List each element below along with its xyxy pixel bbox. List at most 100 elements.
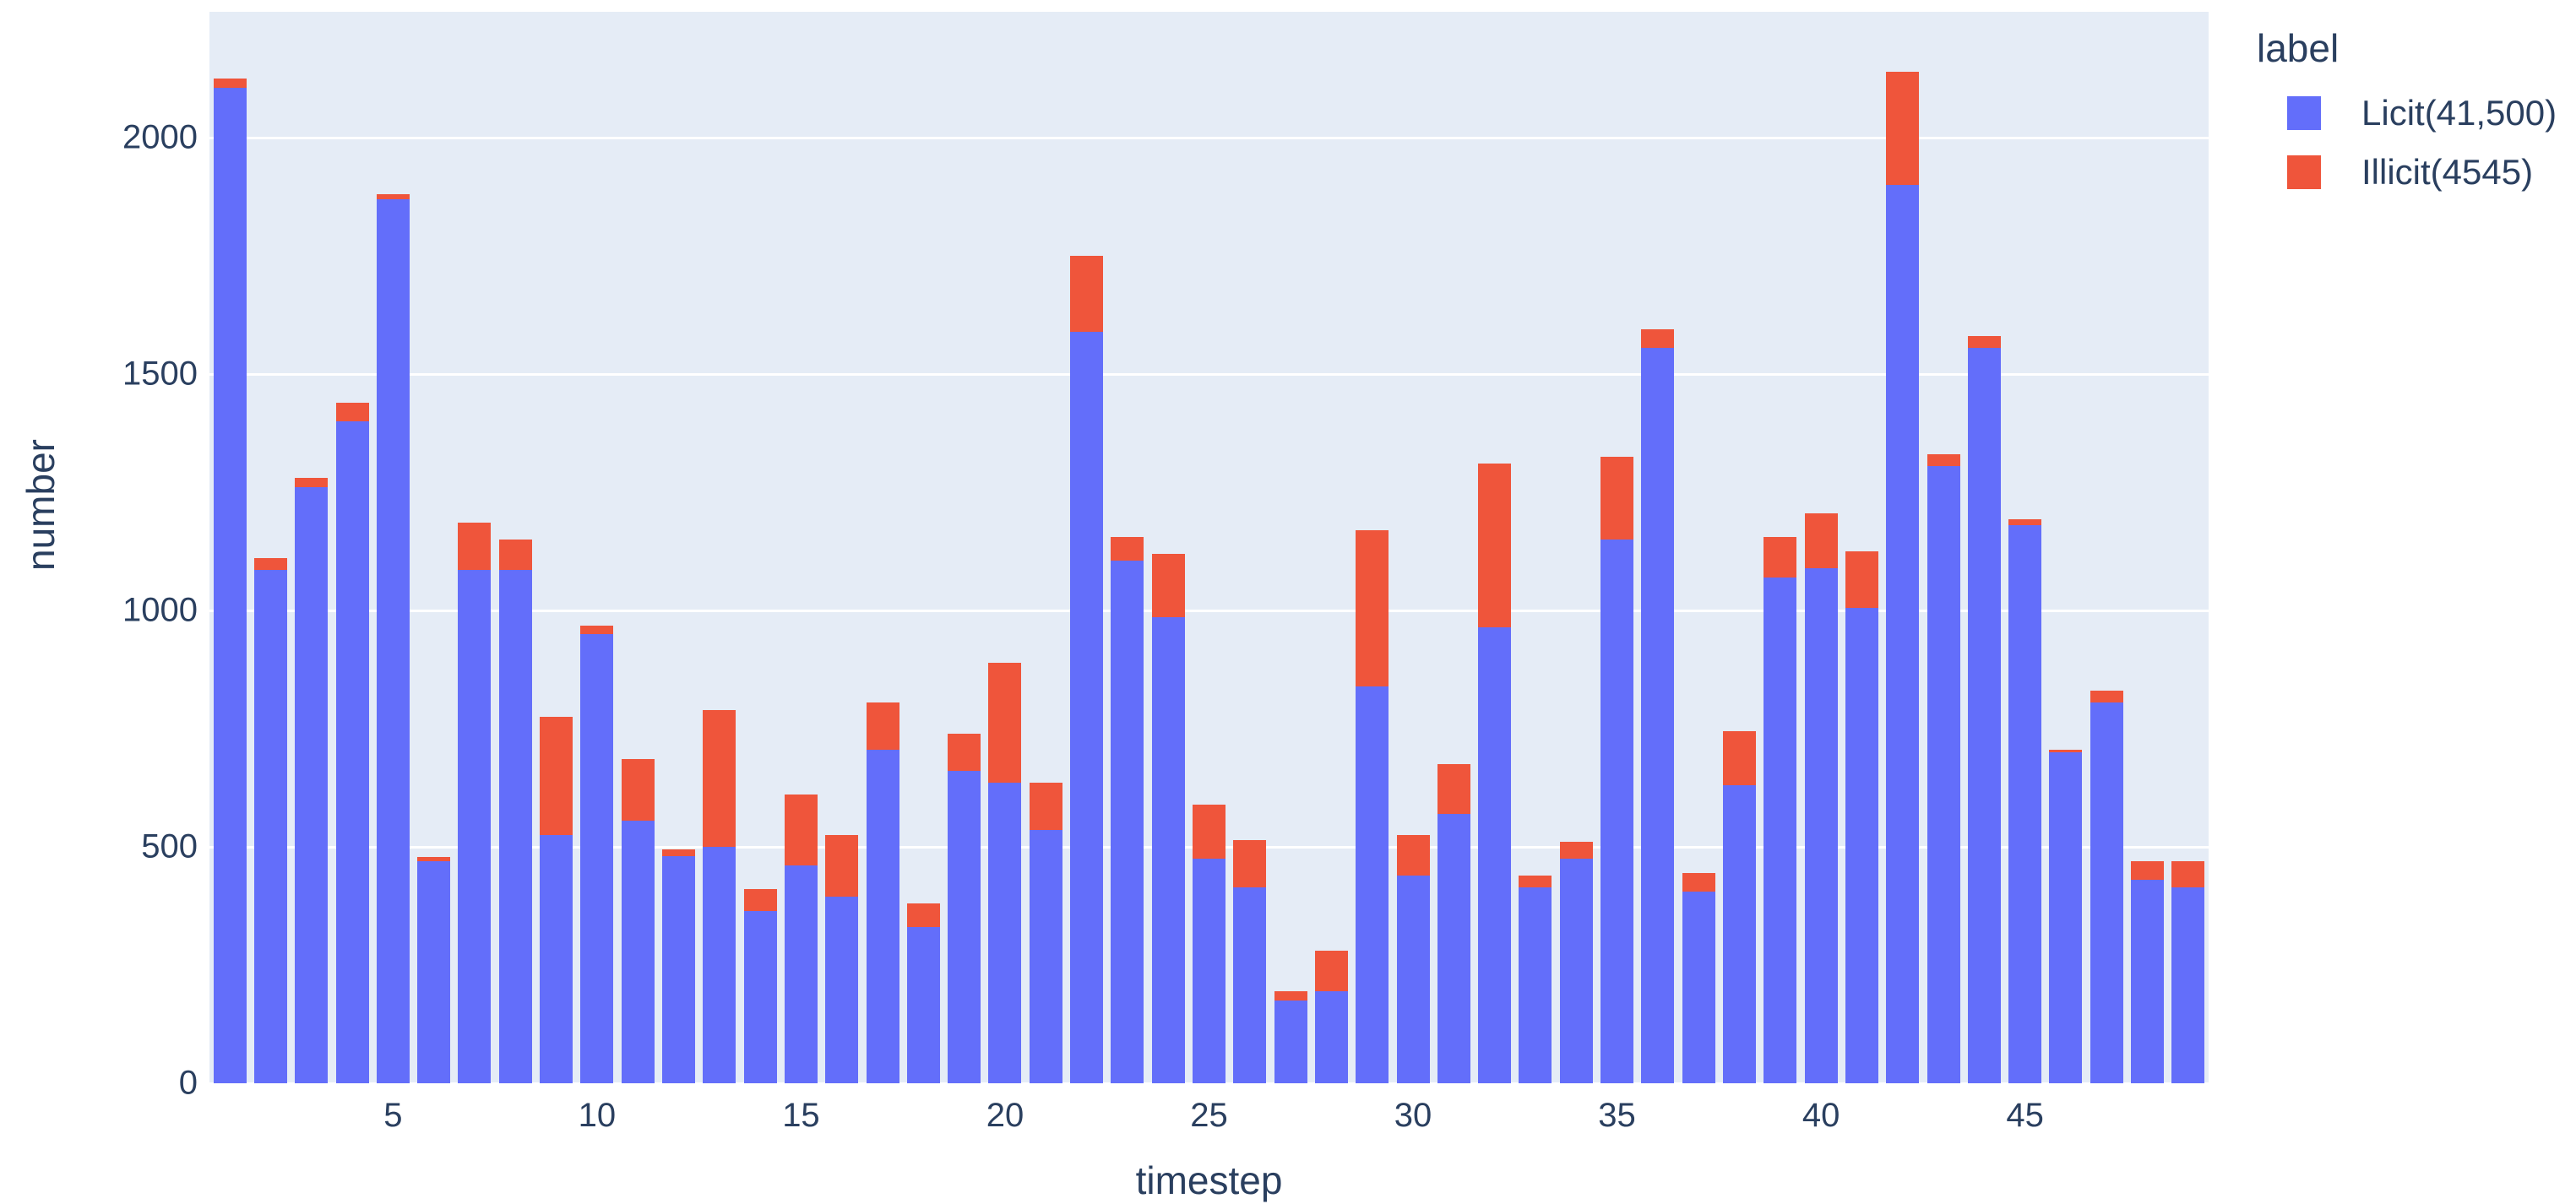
bar-segment-illicit[interactable] bbox=[2090, 691, 2123, 703]
bar-segment-licit[interactable] bbox=[1967, 348, 2001, 1083]
bar-segment-licit[interactable] bbox=[2171, 887, 2205, 1083]
bar-segment-licit[interactable] bbox=[1356, 686, 1389, 1083]
bar-segment-illicit[interactable] bbox=[417, 857, 451, 861]
bar-segment-illicit[interactable] bbox=[662, 849, 696, 857]
bar-segment-licit[interactable] bbox=[1519, 887, 1552, 1083]
bar-segment-illicit[interactable] bbox=[703, 709, 736, 847]
bar-segment-licit[interactable] bbox=[2131, 880, 2165, 1083]
bar-segment-licit[interactable] bbox=[1559, 859, 1593, 1083]
bar-segment-illicit[interactable] bbox=[1886, 71, 1920, 185]
bar-segment-licit[interactable] bbox=[1111, 561, 1144, 1083]
bar-segment-licit[interactable] bbox=[1274, 1001, 1307, 1083]
bar-segment-licit[interactable] bbox=[1886, 185, 1920, 1083]
bar-segment-illicit[interactable] bbox=[1764, 537, 1797, 578]
bar-segment-licit[interactable] bbox=[743, 910, 777, 1083]
bar-segment-illicit[interactable] bbox=[498, 540, 532, 571]
bar-segment-licit[interactable] bbox=[295, 487, 329, 1083]
legend-item[interactable]: Illicit(4545) bbox=[2257, 152, 2557, 193]
bar-segment-licit[interactable] bbox=[1722, 785, 1756, 1083]
bar-segment-licit[interactable] bbox=[1437, 813, 1470, 1083]
bar-segment-illicit[interactable] bbox=[1233, 839, 1267, 887]
bar-segment-illicit[interactable] bbox=[1478, 464, 1512, 627]
bar-segment-licit[interactable] bbox=[948, 771, 981, 1083]
bar-segment-licit[interactable] bbox=[1927, 466, 1960, 1083]
bar-segment-licit[interactable] bbox=[1641, 348, 1675, 1083]
bar-segment-illicit[interactable] bbox=[2131, 860, 2165, 881]
bar-segment-licit[interactable] bbox=[2090, 702, 2123, 1083]
bar-segment-illicit[interactable] bbox=[866, 702, 899, 751]
bar-segment-illicit[interactable] bbox=[1193, 804, 1226, 859]
bar-segment-licit[interactable] bbox=[1233, 887, 1267, 1083]
bar-segment-illicit[interactable] bbox=[784, 795, 818, 866]
bar-segment-licit[interactable] bbox=[1682, 892, 1715, 1083]
bar-segment-illicit[interactable] bbox=[2171, 860, 2205, 887]
bar-segment-illicit[interactable] bbox=[1600, 457, 1634, 540]
bar-segment-illicit[interactable] bbox=[1519, 875, 1552, 887]
bar-segment-illicit[interactable] bbox=[1437, 764, 1470, 814]
bar-segment-licit[interactable] bbox=[1764, 577, 1797, 1083]
bar-segment-licit[interactable] bbox=[1845, 608, 1878, 1083]
bar-segment-illicit[interactable] bbox=[213, 79, 247, 89]
bar-segment-licit[interactable] bbox=[784, 865, 818, 1083]
bar-segment-illicit[interactable] bbox=[2049, 750, 2083, 752]
bar-segment-illicit[interactable] bbox=[1559, 842, 1593, 859]
bar-segment-licit[interactable] bbox=[417, 860, 451, 1083]
bar-segment-illicit[interactable] bbox=[1682, 872, 1715, 892]
bar-segment-illicit[interactable] bbox=[988, 662, 1022, 784]
bar-segment-licit[interactable] bbox=[1478, 626, 1512, 1083]
bar-segment-illicit[interactable] bbox=[2008, 519, 2042, 526]
bar-segment-licit[interactable] bbox=[498, 570, 532, 1083]
bar-segment-licit[interactable] bbox=[906, 927, 940, 1083]
bar-segment-illicit[interactable] bbox=[1804, 513, 1838, 568]
bar-segment-illicit[interactable] bbox=[1845, 551, 1878, 609]
bar-segment-licit[interactable] bbox=[1070, 331, 1104, 1083]
bar-segment-illicit[interactable] bbox=[1274, 990, 1307, 1001]
bar-segment-licit[interactable] bbox=[825, 896, 859, 1083]
bar-segment-licit[interactable] bbox=[580, 634, 614, 1083]
bar-segment-licit[interactable] bbox=[1193, 859, 1226, 1083]
bar-segment-illicit[interactable] bbox=[1151, 553, 1185, 618]
bar-segment-illicit[interactable] bbox=[1967, 336, 2001, 349]
bar-segment-illicit[interactable] bbox=[1641, 328, 1675, 349]
bar-segment-illicit[interactable] bbox=[1029, 783, 1062, 831]
bar-segment-illicit[interactable] bbox=[580, 625, 614, 634]
bar-segment-licit[interactable] bbox=[458, 570, 492, 1083]
legend-item[interactable]: Licit(41,500) bbox=[2257, 93, 2557, 133]
bar-segment-licit[interactable] bbox=[1151, 617, 1185, 1083]
bar-segment-illicit[interactable] bbox=[906, 903, 940, 928]
bar-segment-illicit[interactable] bbox=[1314, 951, 1348, 991]
bar-segment-illicit[interactable] bbox=[335, 402, 369, 421]
bar-segment-illicit[interactable] bbox=[1396, 835, 1430, 876]
bar-segment-illicit[interactable] bbox=[376, 194, 410, 199]
bar-segment-illicit[interactable] bbox=[825, 835, 859, 897]
bar-segment-illicit[interactable] bbox=[253, 558, 287, 571]
bar-segment-illicit[interactable] bbox=[1722, 730, 1756, 786]
bar-segment-licit[interactable] bbox=[662, 856, 696, 1083]
bar-segment-illicit[interactable] bbox=[1356, 529, 1389, 686]
bar-segment-licit[interactable] bbox=[253, 570, 287, 1083]
bar-segment-illicit[interactable] bbox=[743, 889, 777, 911]
bar-segment-licit[interactable] bbox=[335, 421, 369, 1083]
bar-segment-licit[interactable] bbox=[703, 847, 736, 1083]
bar-segment-licit[interactable] bbox=[1804, 567, 1838, 1083]
bar-segment-illicit[interactable] bbox=[1070, 256, 1104, 332]
bar-segment-licit[interactable] bbox=[2008, 525, 2042, 1083]
bar-segment-licit[interactable] bbox=[1029, 830, 1062, 1083]
bar-segment-illicit[interactable] bbox=[1927, 454, 1960, 467]
bar-segment-illicit[interactable] bbox=[621, 759, 655, 822]
bar-segment-licit[interactable] bbox=[2049, 752, 2083, 1083]
bar-segment-illicit[interactable] bbox=[540, 717, 573, 835]
bar-segment-illicit[interactable] bbox=[1111, 537, 1144, 561]
bar-segment-illicit[interactable] bbox=[948, 733, 981, 772]
bar-segment-illicit[interactable] bbox=[295, 478, 329, 488]
bar-segment-licit[interactable] bbox=[988, 783, 1022, 1083]
bar-segment-licit[interactable] bbox=[1396, 875, 1430, 1083]
bar-segment-illicit[interactable] bbox=[458, 523, 492, 571]
bar-segment-licit[interactable] bbox=[866, 750, 899, 1083]
bar-segment-licit[interactable] bbox=[213, 88, 247, 1083]
bar-segment-licit[interactable] bbox=[376, 198, 410, 1083]
bar-segment-licit[interactable] bbox=[621, 821, 655, 1083]
bar-segment-licit[interactable] bbox=[540, 835, 573, 1083]
bar-segment-licit[interactable] bbox=[1314, 990, 1348, 1083]
bar-segment-licit[interactable] bbox=[1600, 540, 1634, 1083]
